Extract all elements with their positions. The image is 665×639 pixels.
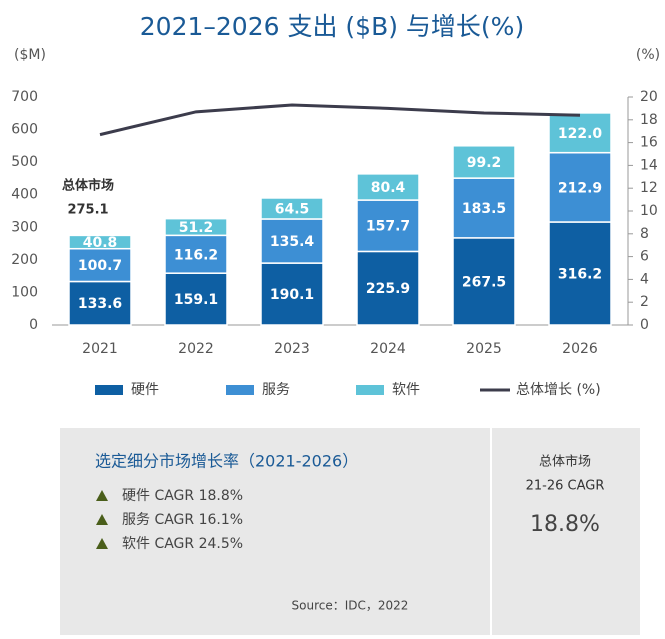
triangle [96, 538, 108, 549]
bar-segment [452, 145, 516, 179]
y-tick-label: 500 [11, 154, 38, 170]
bar-segment [164, 272, 228, 326]
legend-swatch [356, 385, 384, 395]
source: Source：IDC，2022 [292, 599, 409, 613]
value-label: 122.0 [558, 126, 603, 142]
y2-axis-label: (%) [636, 47, 660, 63]
value-label: 157.7 [366, 219, 410, 235]
bar-segment [260, 197, 324, 220]
y2-tick-label: 10 [640, 203, 658, 219]
legend-swatch [95, 385, 123, 395]
value-label: 116.2 [174, 247, 218, 263]
value-label: 51.2 [179, 220, 214, 236]
annotation: 275.1 [67, 203, 108, 218]
y-tick-label: 600 [11, 122, 38, 138]
y2-tick-label: 2 [640, 294, 649, 310]
value-label: 99.2 [467, 155, 502, 171]
y-axis-label: ($M) [14, 47, 46, 63]
y2-tick-label: 0 [640, 317, 649, 333]
bar-segment [164, 217, 228, 237]
triangle [96, 490, 108, 501]
y2-tick-label: 18 [640, 112, 658, 128]
y2-tick-label: 8 [640, 226, 649, 242]
bar-segment [356, 250, 420, 326]
y2-tick-label: 16 [640, 135, 658, 151]
y-tick-label: 400 [11, 187, 38, 203]
bar-segment [68, 234, 132, 250]
y2-tick-label: 12 [640, 180, 658, 196]
bar-segment [260, 218, 324, 264]
bar-segment [68, 280, 132, 326]
summary-item: 硬件 CAGR 18.8% [122, 488, 243, 504]
growth-line [99, 103, 581, 137]
bar-segment [452, 237, 516, 326]
y2-tick-label: 6 [640, 249, 649, 265]
total-value: 18.8% [530, 512, 600, 537]
value-label: 64.5 [275, 201, 310, 217]
bar-segment [68, 247, 132, 283]
value-label: 267.5 [462, 274, 506, 290]
y2-tick-label: 20 [640, 89, 658, 105]
legend-label: 软件 [392, 382, 420, 398]
value-label: 212.9 [558, 180, 602, 196]
y-tick-label: 300 [11, 219, 38, 235]
y-tick-label: 0 [29, 317, 38, 333]
value-label: 183.5 [462, 201, 506, 217]
value-label: 80.4 [371, 180, 406, 196]
y-tick-label: 100 [11, 284, 38, 300]
value-label: 40.8 [83, 235, 118, 251]
chart-title: 2021–2026 支出 ($B) 与增长(%) [140, 12, 524, 41]
legend-swatch [226, 385, 254, 395]
value-label: 190.1 [270, 287, 314, 303]
x-tick-label: 2026 [562, 341, 598, 357]
x-tick-label: 2021 [82, 341, 118, 357]
value-label: 135.4 [270, 234, 315, 250]
triangle [96, 514, 108, 525]
bar-segment [452, 177, 516, 239]
bar-segment [260, 262, 324, 326]
total-title: 总体市场 [539, 454, 591, 470]
bar-segment [548, 112, 612, 154]
legend-label: 硬件 [131, 382, 159, 398]
value-label: 316.2 [558, 267, 602, 283]
value-label: 100.7 [78, 258, 122, 274]
total-title: 21-26 CAGR [526, 479, 605, 494]
value-label: 159.1 [174, 292, 218, 308]
y2-tick-label: 4 [640, 271, 649, 287]
x-tick-label: 2023 [274, 341, 310, 357]
y-tick-label: 200 [11, 252, 38, 268]
y-tick-label: 700 [11, 89, 38, 105]
y2-tick-label: 14 [640, 157, 658, 173]
annotation: 总体市场 [62, 178, 114, 194]
value-label: 133.6 [78, 296, 122, 312]
bar-segment [356, 173, 420, 201]
legend-label: 总体增长 (%) [516, 382, 601, 398]
bar-segment [548, 151, 612, 223]
bar-segment [548, 221, 612, 326]
summary-item: 软件 CAGR 24.5% [122, 536, 243, 552]
summary-item: 服务 CAGR 16.1% [122, 512, 243, 528]
x-tick-label: 2025 [466, 341, 502, 357]
legend-label: 服务 [262, 382, 290, 398]
summary-panel [60, 428, 640, 635]
x-tick-label: 2022 [178, 341, 214, 357]
x-tick-label: 2024 [370, 341, 406, 357]
bar-segment [164, 234, 228, 274]
summary-title: 选定细分市场增长率（2021-2026） [95, 452, 358, 471]
value-label: 225.9 [366, 281, 410, 297]
